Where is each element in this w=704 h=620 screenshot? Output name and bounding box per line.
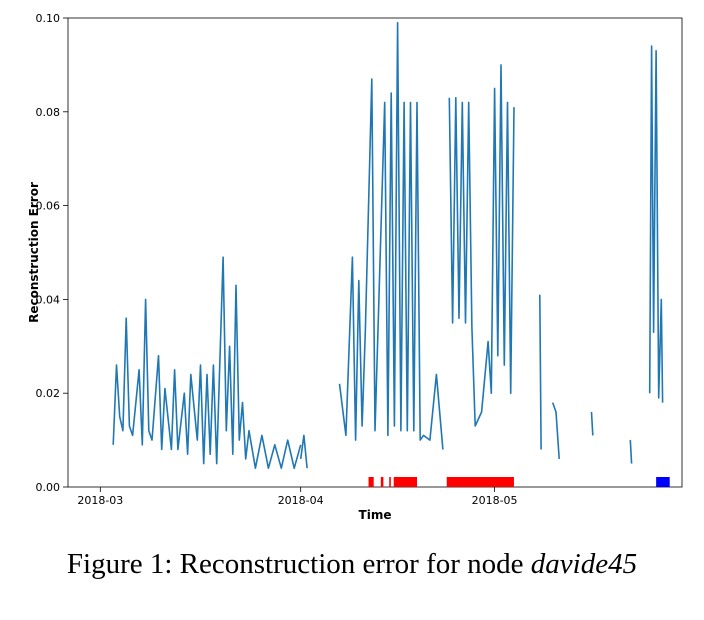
series-line-segment bbox=[112, 256, 302, 470]
caption-node: davide45 bbox=[530, 548, 638, 580]
y-tick-label: 0.04 bbox=[36, 293, 61, 306]
series-line-segment bbox=[448, 64, 515, 427]
series-line-segment bbox=[539, 294, 542, 450]
figure-caption: Figure 1: Reconstruction error for node … bbox=[0, 548, 704, 581]
series-line-segment bbox=[629, 440, 633, 464]
x-axis: 2018-03 2018-04 2018-05 bbox=[77, 487, 518, 507]
plot-frame bbox=[67, 17, 683, 488]
x-tick-label: 2018-05 bbox=[472, 494, 518, 507]
series-line-segment bbox=[338, 21, 444, 450]
series-line-segment bbox=[299, 434, 308, 469]
x-axis-title: Time bbox=[359, 508, 392, 522]
anomaly-bar bbox=[389, 477, 391, 487]
y-tick-label: 0.02 bbox=[36, 387, 61, 400]
y-axis-title: Reconstruction Error bbox=[27, 182, 41, 323]
x-tick-label: 2018-04 bbox=[278, 494, 324, 507]
anomaly-layer bbox=[368, 477, 670, 487]
anomaly-bar bbox=[656, 477, 670, 487]
anomaly-bar bbox=[368, 477, 374, 487]
series-layer bbox=[112, 21, 664, 470]
plot-border bbox=[67, 17, 683, 488]
anomaly-bar bbox=[380, 477, 384, 487]
reconstruction-error-chart: 0.000.020.040.060.080.10 2018-03 2018-04 2… bbox=[27, 12, 683, 522]
y-tick-label: 0.10 bbox=[36, 12, 61, 25]
y-tick-label: 0.06 bbox=[36, 200, 61, 213]
y-tick-label: 0.08 bbox=[36, 106, 61, 119]
y-tick-label: 0.00 bbox=[36, 481, 61, 494]
caption-prefix: Figure 1: Reconstruction error for node bbox=[66, 548, 531, 580]
anomaly-bar bbox=[393, 477, 418, 487]
series-line-segment bbox=[648, 45, 664, 403]
anomaly-bar bbox=[446, 477, 514, 487]
series-line-segment bbox=[551, 402, 560, 459]
y-axis: 0.00 0.02 0.04 0.06 0.08 0.10 bbox=[36, 12, 68, 494]
series-line-segment bbox=[590, 411, 594, 436]
x-tick-label: 2018-03 bbox=[77, 494, 123, 507]
